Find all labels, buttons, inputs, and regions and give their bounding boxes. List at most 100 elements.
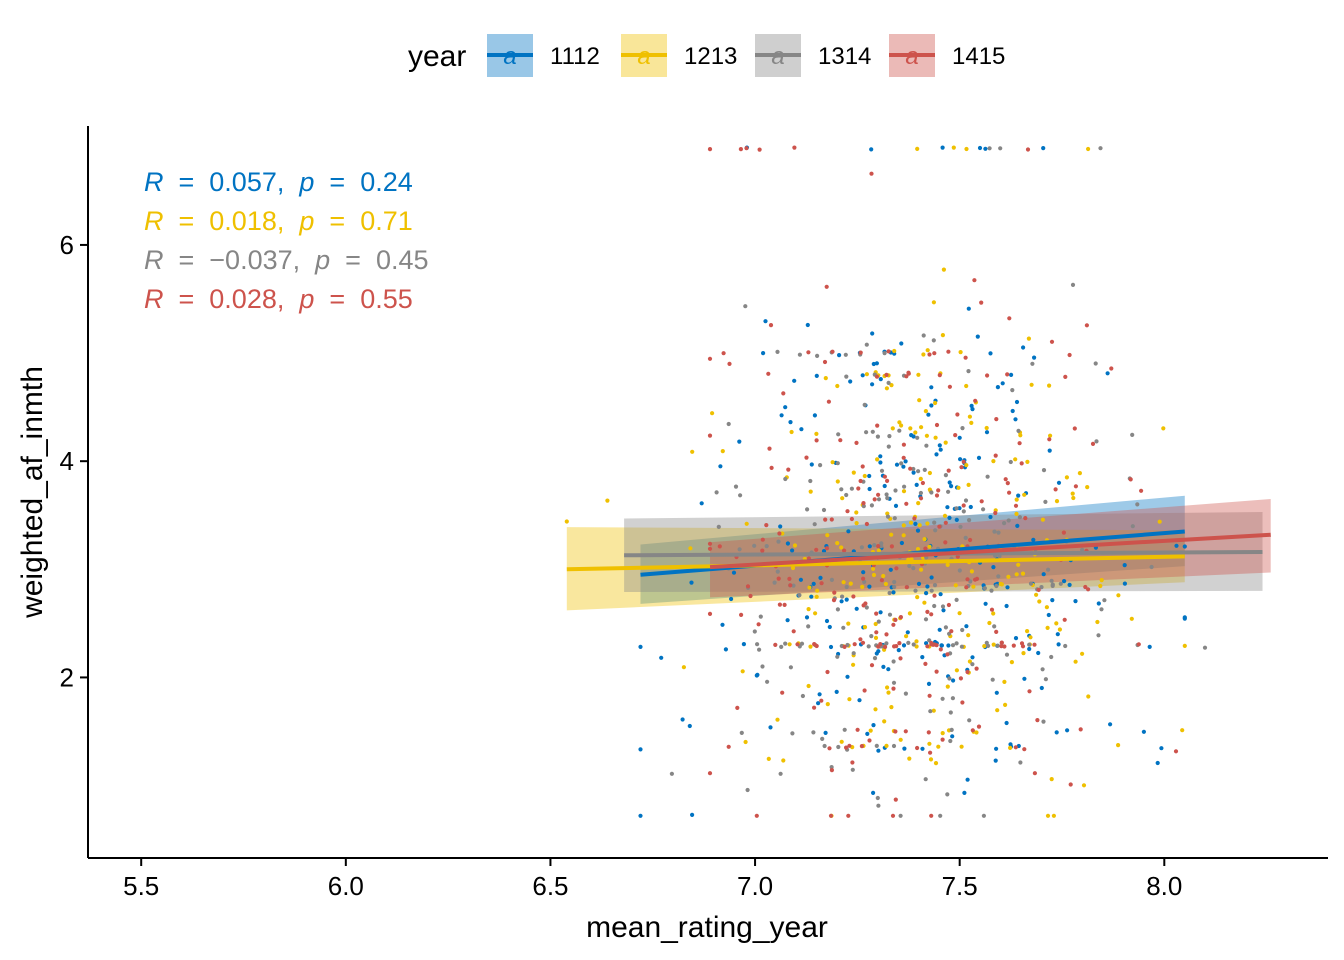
data-point	[830, 349, 835, 354]
data-point	[1013, 503, 1019, 508]
data-point	[808, 644, 813, 649]
data-point	[1004, 720, 1009, 726]
data-point	[776, 576, 781, 581]
data-point	[858, 478, 863, 484]
data-point	[1096, 633, 1101, 638]
data-point	[867, 544, 872, 549]
data-point	[995, 643, 1000, 648]
data-point	[1040, 517, 1045, 522]
data-point	[797, 593, 802, 598]
data-point	[1161, 426, 1166, 431]
data-point	[1078, 727, 1083, 732]
data-point	[899, 540, 905, 546]
data-point	[929, 588, 934, 593]
data-point	[974, 576, 980, 582]
data-point	[788, 583, 793, 588]
data-point	[811, 581, 816, 587]
data-point	[939, 643, 944, 648]
data-point	[844, 374, 849, 379]
data-point	[945, 684, 950, 689]
data-point	[932, 593, 937, 598]
data-point	[925, 348, 930, 353]
data-point	[988, 351, 993, 356]
data-point	[680, 717, 685, 722]
data-point	[969, 569, 975, 574]
data-point	[929, 575, 934, 580]
data-point	[878, 454, 883, 459]
data-point	[1022, 492, 1027, 497]
data-point	[916, 372, 921, 377]
data-point	[1032, 771, 1037, 776]
data-point	[798, 577, 804, 582]
data-point	[889, 544, 895, 549]
data-point	[871, 361, 876, 367]
data-point	[929, 403, 934, 408]
data-point	[911, 466, 916, 472]
data-point	[956, 485, 961, 490]
stat-p-value: 0.45	[376, 245, 429, 275]
data-point	[982, 586, 988, 591]
data-point	[863, 601, 868, 606]
data-point	[1057, 627, 1062, 632]
data-point	[731, 570, 737, 575]
data-point	[946, 349, 951, 354]
data-point	[1049, 654, 1054, 660]
data-point	[1105, 371, 1110, 376]
data-point	[1048, 433, 1053, 438]
data-point	[838, 438, 843, 443]
data-point	[1116, 743, 1121, 748]
data-point	[915, 435, 920, 440]
data-point	[904, 501, 909, 506]
data-point	[875, 423, 880, 428]
data-point	[1045, 625, 1050, 631]
data-point	[1135, 502, 1140, 507]
data-point	[922, 537, 927, 542]
data-point	[690, 812, 695, 818]
data-point	[882, 483, 887, 489]
data-point	[707, 546, 713, 551]
data-point	[897, 428, 902, 433]
data-point	[1014, 572, 1019, 577]
data-point	[1000, 381, 1005, 386]
data-point	[901, 489, 907, 494]
data-point	[1041, 146, 1046, 151]
data-point	[992, 624, 997, 629]
data-point	[985, 474, 990, 479]
data-point	[916, 469, 921, 474]
data-point	[904, 374, 909, 379]
data-point	[994, 746, 999, 751]
data-point	[1036, 650, 1041, 656]
data-point	[960, 700, 965, 705]
data-point	[994, 690, 999, 695]
data-point	[907, 756, 912, 761]
data-point	[983, 146, 988, 151]
data-point	[862, 625, 868, 630]
data-point	[1128, 477, 1133, 482]
data-point	[943, 440, 948, 445]
data-point	[882, 474, 888, 479]
data-point	[1025, 459, 1030, 464]
data-point	[755, 642, 760, 647]
data-point	[772, 580, 777, 585]
data-point	[1008, 745, 1013, 751]
data-point	[779, 644, 784, 650]
data-point	[948, 738, 953, 744]
data-point	[826, 399, 832, 404]
data-point	[1037, 599, 1042, 604]
data-point	[965, 777, 970, 782]
legend-label-1415: 1415	[952, 43, 1005, 70]
data-point	[958, 524, 963, 529]
data-point	[848, 379, 853, 384]
data-point	[707, 541, 713, 546]
data-point	[834, 689, 839, 695]
data-point	[964, 585, 969, 590]
data-point	[875, 457, 880, 462]
data-point	[925, 609, 930, 615]
data-point	[1005, 481, 1010, 486]
data-point	[1013, 457, 1018, 462]
data-point	[901, 643, 907, 648]
data-point	[1014, 399, 1020, 405]
data-point	[1174, 543, 1179, 548]
data-point	[766, 756, 771, 762]
data-point	[854, 606, 859, 611]
